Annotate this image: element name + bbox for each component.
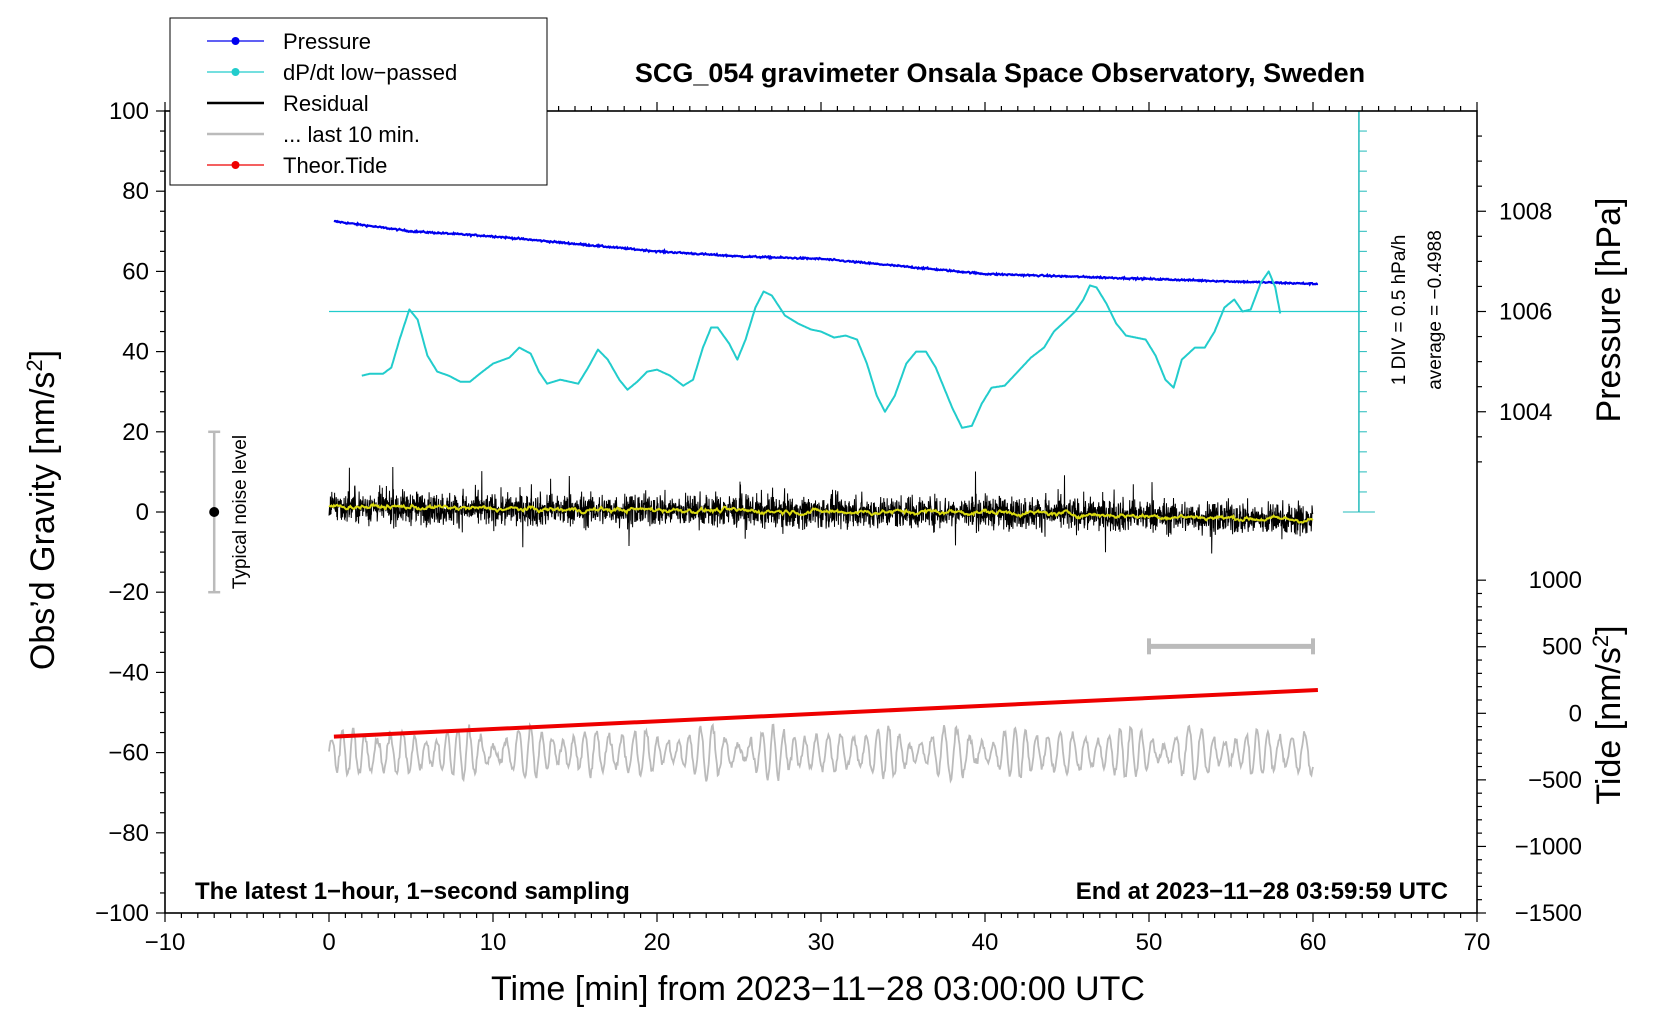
y-tick-label: −60 xyxy=(108,740,149,767)
tide-tick-label: 0 xyxy=(1569,700,1582,727)
pressure-tick-label: 1006 xyxy=(1499,299,1552,326)
legend-item: Residual xyxy=(207,91,369,116)
legend-box xyxy=(169,17,548,186)
last-10min-line xyxy=(328,721,1314,784)
tide-tick-label: 500 xyxy=(1542,634,1582,661)
plot-area xyxy=(208,110,1375,784)
dpdt-average-label: average = −0.4988 xyxy=(1425,230,1446,390)
tide-tick-label: −1000 xyxy=(1515,833,1582,860)
legend-label: ... last 10 min. xyxy=(283,122,420,147)
noise-center-dot xyxy=(209,507,220,517)
legend-swatch-marker xyxy=(231,161,240,169)
x-axis-title: Time [min] from 2023−11−28 03:00:00 UTC xyxy=(491,970,1145,1008)
y-tick-label: 40 xyxy=(122,339,149,366)
dpdt-div-label: 1 DIV = 0.5 hPa/h xyxy=(1389,235,1410,386)
y-axis-left-title: Obs’d Gravity [nm/s2] xyxy=(22,350,62,670)
tide-line xyxy=(333,688,1318,739)
y-tick-label: 60 xyxy=(122,258,149,285)
x-tick-label: 70 xyxy=(1464,929,1491,956)
x-tick-label: 10 xyxy=(480,929,507,956)
y-tick-label: 100 xyxy=(109,98,149,125)
legend-item: Pressure xyxy=(207,29,371,54)
axes: −10 0 10 20 30 40 50 60 70100806040200−20−40−60−… xyxy=(95,98,1582,956)
y-tick-label: −80 xyxy=(108,820,149,847)
legend-label: Residual xyxy=(283,91,369,116)
pressure-tick-label: 1008 xyxy=(1499,198,1552,225)
tide-tick-label: −1500 xyxy=(1515,900,1582,927)
dpdt-line xyxy=(361,270,1282,429)
y-tick-label: −40 xyxy=(108,659,149,686)
legend-item: ... last 10 min. xyxy=(207,122,420,147)
y-tick-label: −20 xyxy=(108,579,149,606)
residual-lowpass-line xyxy=(328,502,1314,524)
x-tick-label: 40 xyxy=(972,929,999,956)
y-axis-pressure-title: Pressure [hPa] xyxy=(1590,198,1628,423)
y-axis-left-title-main: Obs’d Gravity [nm/s xyxy=(24,372,62,671)
y-axis-tide-title-main: Tide [nm/s xyxy=(1590,647,1628,804)
x-tick-label: 0 xyxy=(322,929,335,956)
legend: Pressure dP/dt low−passed Residual ... last… xyxy=(169,17,548,186)
y-tick-label: 80 xyxy=(122,178,149,205)
pressure-tick-label: 1004 xyxy=(1499,399,1552,426)
svg-text:Obs’d Gravity [nm/s2]: Obs’d Gravity [nm/s2] xyxy=(22,350,62,670)
legend-swatch-marker xyxy=(231,68,240,76)
legend-item: Theor.Tide xyxy=(207,153,387,178)
y-axis-tide-title-sup: 2 xyxy=(1588,635,1613,647)
legend-label: Theor.Tide xyxy=(283,153,387,178)
legend-item: dP/dt low−passed xyxy=(207,60,457,85)
legend-swatch-marker xyxy=(231,37,240,45)
svg-text:Tide [nm/s2]: Tide [nm/s2] xyxy=(1588,625,1628,804)
tide-tick-label: 1000 xyxy=(1529,567,1582,594)
noise-level-label: Typical noise level xyxy=(230,435,251,589)
y-axis-tide-title: Tide [nm/s2] xyxy=(1588,625,1628,804)
x-tick-label: 50 xyxy=(1136,929,1163,956)
legend-label: dP/dt low−passed xyxy=(283,60,457,85)
x-tick-label: −10 xyxy=(145,929,186,956)
x-tick-label: 30 xyxy=(808,929,835,956)
tide-tick-label: −500 xyxy=(1528,767,1582,794)
end-time-note: End at 2023−11−28 03:59:59 UTC xyxy=(1076,878,1448,905)
chart-title: SCG_054 gravimeter Onsala Space Observat… xyxy=(635,58,1365,88)
y-tick-label: 20 xyxy=(122,419,149,446)
pressure-line xyxy=(333,219,1319,287)
x-tick-label: 60 xyxy=(1300,929,1327,956)
y-tick-label: 0 xyxy=(136,499,149,526)
x-tick-label: 20 xyxy=(644,929,671,956)
residual-line xyxy=(328,466,1314,554)
y-axis-tide-title-end: ] xyxy=(1590,625,1628,634)
sampling-note: The latest 1−hour, 1−second sampling xyxy=(195,878,630,905)
y-axis-left-title-sup: 2 xyxy=(22,359,47,371)
y-tick-label: −100 xyxy=(95,900,149,927)
y-axis-left-title-end: ] xyxy=(24,350,62,359)
legend-label: Pressure xyxy=(283,29,371,54)
